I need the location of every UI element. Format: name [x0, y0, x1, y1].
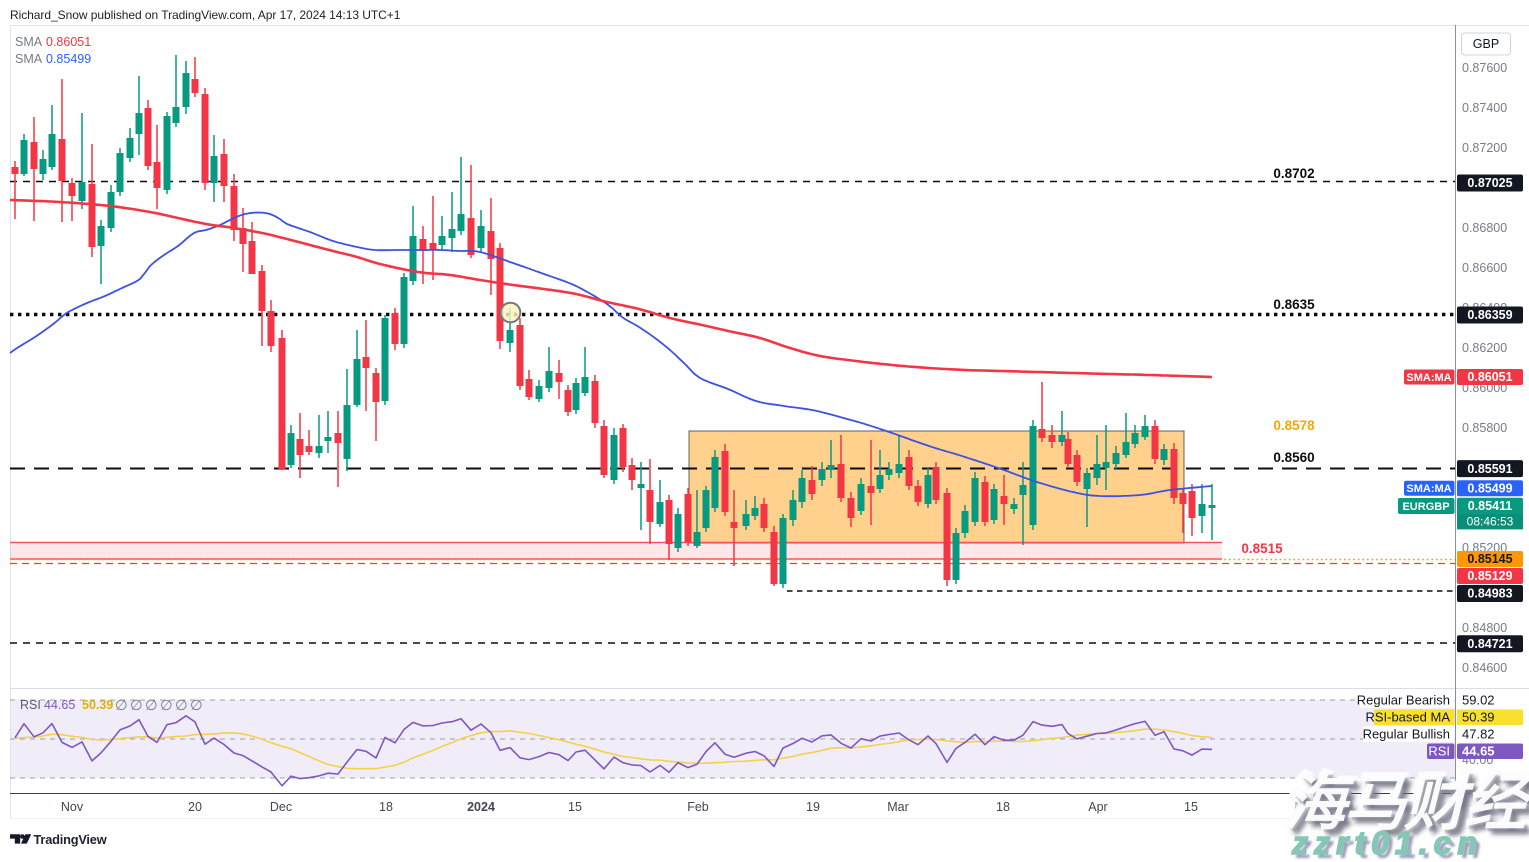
svg-text:50.39: 50.39 [1462, 710, 1495, 725]
svg-text:∅: ∅ [175, 698, 188, 714]
svg-text:0.8702: 0.8702 [1273, 166, 1314, 181]
svg-text:Regular Bullish: Regular Bullish [1363, 727, 1450, 742]
svg-text:0.85499: 0.85499 [46, 52, 91, 66]
svg-text:SMA: SMA [15, 35, 43, 49]
svg-text:∅: ∅ [160, 698, 173, 714]
svg-text:59.02: 59.02 [1462, 693, 1495, 708]
svg-text:0.86359: 0.86359 [1467, 308, 1512, 322]
svg-text:Regular Bearish: Regular Bearish [1357, 693, 1450, 708]
svg-text:0.8560: 0.8560 [1273, 450, 1314, 465]
svg-text:Feb: Feb [687, 800, 709, 814]
svg-text:TradingView: TradingView [34, 832, 107, 847]
svg-text:0.84600: 0.84600 [1462, 661, 1507, 675]
svg-text:∅: ∅ [145, 698, 158, 714]
svg-text:44.65: 44.65 [1462, 744, 1495, 759]
svg-text:0.8515: 0.8515 [1241, 541, 1283, 556]
svg-text:SMA: SMA [15, 52, 43, 66]
svg-text:0.87600: 0.87600 [1462, 61, 1507, 75]
svg-text:RSI: RSI [1428, 744, 1450, 759]
svg-text:47.82: 47.82 [1462, 727, 1495, 742]
svg-text:15: 15 [1184, 800, 1198, 814]
svg-text:0.85591: 0.85591 [1467, 462, 1512, 476]
svg-text:0.8578: 0.8578 [1273, 418, 1315, 433]
svg-text:0.86051: 0.86051 [1467, 370, 1512, 384]
svg-text:SMA:MA: SMA:MA [1406, 483, 1451, 495]
svg-text:0.86600: 0.86600 [1462, 261, 1507, 275]
svg-text:0.85411: 0.85411 [1468, 499, 1513, 513]
svg-text:May: May [1294, 800, 1318, 814]
svg-text:0.84983: 0.84983 [1467, 587, 1512, 601]
svg-text:0.87400: 0.87400 [1462, 101, 1507, 115]
svg-text:RSI-based MA: RSI-based MA [1365, 710, 1450, 725]
svg-text:Richard_Snow published on Trad: Richard_Snow published on TradingView.co… [10, 8, 401, 22]
svg-text:0.84721: 0.84721 [1467, 637, 1512, 651]
svg-text:50.39: 50.39 [82, 698, 113, 712]
svg-text:∅: ∅ [130, 698, 143, 714]
svg-text:20: 20 [1422, 800, 1436, 814]
svg-text:0.84800: 0.84800 [1462, 621, 1507, 635]
svg-text:15: 15 [568, 800, 582, 814]
svg-text:0.86051: 0.86051 [46, 35, 91, 49]
svg-text:0.87025: 0.87025 [1467, 176, 1512, 190]
svg-text:∅: ∅ [190, 698, 203, 714]
svg-text:08:46:53: 08:46:53 [1467, 515, 1514, 529]
svg-text:0.85499: 0.85499 [1467, 481, 1512, 495]
svg-text:0.85145: 0.85145 [1467, 552, 1512, 566]
svg-text:18: 18 [379, 800, 393, 814]
svg-text:Nov: Nov [61, 800, 84, 814]
svg-text:Apr: Apr [1088, 800, 1107, 814]
svg-text:RSI: RSI [20, 698, 41, 712]
svg-text:SMA:MA: SMA:MA [1406, 372, 1451, 384]
svg-text:19: 19 [806, 800, 820, 814]
svg-text:0.8635: 0.8635 [1273, 297, 1315, 312]
svg-text:∅: ∅ [115, 698, 128, 714]
svg-text:18: 18 [996, 800, 1010, 814]
svg-text:0.85800: 0.85800 [1462, 421, 1507, 435]
svg-text:GBP: GBP [1473, 37, 1499, 51]
svg-text:44.65: 44.65 [44, 698, 75, 712]
svg-text:0.86200: 0.86200 [1462, 341, 1507, 355]
svg-text:0.85129: 0.85129 [1467, 569, 1512, 583]
svg-text:EURGBP: EURGBP [1402, 501, 1449, 513]
svg-text:2024: 2024 [467, 800, 495, 814]
svg-text:Dec: Dec [270, 800, 292, 814]
svg-text:20: 20 [188, 800, 202, 814]
svg-text:Mar: Mar [887, 800, 909, 814]
svg-text:0.86800: 0.86800 [1462, 221, 1507, 235]
svg-text:0.87200: 0.87200 [1462, 141, 1507, 155]
